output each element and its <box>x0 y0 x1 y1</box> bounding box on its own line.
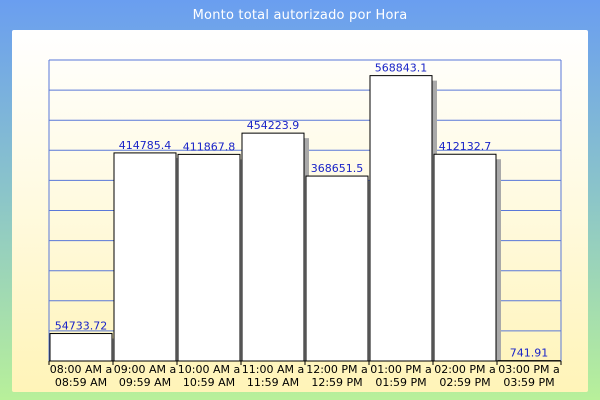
data-label: 54733.72 <box>55 320 108 333</box>
bar <box>305 175 369 362</box>
bar <box>49 333 113 362</box>
x-tick-label: 11:00 AM a 11:59 AM <box>242 363 304 389</box>
x-tick-label: 10:00 AM a 10:59 AM <box>178 363 240 389</box>
data-label: 412132.7 <box>439 140 492 153</box>
bar <box>433 153 497 362</box>
x-tick-label: 12:00 PM a 12:59 PM <box>306 363 368 389</box>
x-tick-label: 03:00 PM a 03:59 PM <box>498 363 560 389</box>
bar <box>177 153 241 362</box>
bar <box>113 152 177 362</box>
data-label: 414785.4 <box>119 139 172 152</box>
data-label: 454223.9 <box>247 119 300 132</box>
bar <box>369 75 433 362</box>
data-label: 741.91 <box>510 347 549 360</box>
data-label: 568843.1 <box>375 62 428 75</box>
data-label: 411867.8 <box>183 140 236 153</box>
x-tick-label: 01:00 PM a 01:59 PM <box>370 363 432 389</box>
x-tick-label: 08:00 AM a 08:59 AM <box>50 363 112 389</box>
data-label: 368651.5 <box>311 162 364 175</box>
chart-title: Monto total autorizado por Hora <box>192 8 408 23</box>
x-tick-label: 02:00 PM a 02:59 PM <box>434 363 496 389</box>
x-tick-label: 09:00 AM a 09:59 AM <box>114 363 176 389</box>
bar <box>241 132 305 362</box>
